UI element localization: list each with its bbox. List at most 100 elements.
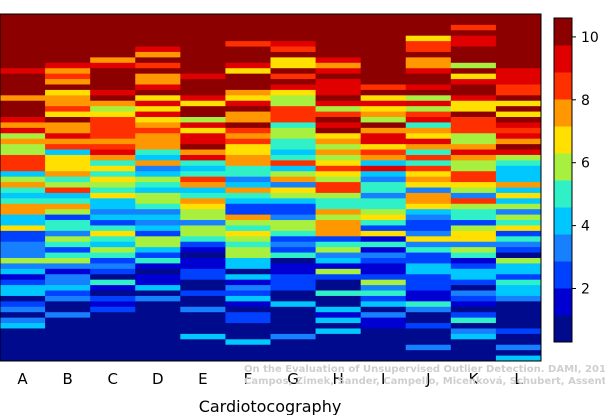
heatmap-cell: [450, 100, 497, 107]
heatmap-cell: [495, 350, 542, 356]
heatmap-cell: [270, 350, 316, 356]
heatmap-cell: [270, 14, 316, 20]
heatmap-cell: [495, 79, 542, 85]
heatmap-cell: [315, 160, 362, 167]
heatmap-cell: [495, 133, 542, 140]
heatmap-cell: [90, 106, 136, 112]
heatmap-cell: [45, 279, 91, 286]
heatmap-cell: [495, 333, 542, 340]
heatmap-cell: [360, 198, 407, 205]
heatmap-cell: [0, 220, 46, 226]
citation-watermark: On the Evaluation of Unsupervised Outlie…: [244, 364, 605, 387]
heatmap-cell: [0, 176, 46, 183]
heatmap-cell: [360, 274, 407, 281]
heatmap-cell: [450, 328, 497, 335]
heatmap-cell: [225, 274, 271, 281]
heatmap-cell: [450, 79, 497, 85]
heatmap-cell: [225, 247, 271, 253]
heatmap-cell: [180, 106, 226, 112]
heatmap-cell: [270, 133, 316, 140]
heatmap-cell: [405, 122, 452, 129]
heatmap-cell: [405, 68, 452, 75]
heatmap-cell: [405, 117, 452, 123]
heatmap-cell: [225, 285, 271, 291]
heatmap-cell: [450, 46, 497, 53]
heatmap-cell: [0, 160, 46, 167]
heatmap-cell: [0, 144, 46, 150]
heatmap-cell: [495, 192, 542, 199]
heatmap-cell: [495, 30, 542, 37]
heatmap-cell: [450, 89, 497, 96]
heatmap-cell: [45, 285, 91, 291]
heatmap-cell: [360, 117, 407, 123]
heatmap-cell: [180, 350, 226, 356]
colorbar-segment: [554, 234, 572, 262]
heatmap-cell: [405, 306, 452, 313]
heatmap-cell: [315, 149, 362, 156]
heatmap-cell: [90, 138, 136, 145]
heatmap-cell: [135, 57, 181, 64]
heatmap-cell: [180, 117, 226, 123]
heatmap-cell: [360, 263, 407, 270]
heatmap-cell: [315, 111, 362, 118]
heatmap-cell: [360, 285, 407, 291]
heatmap-cell: [45, 344, 91, 351]
heatmap-cell: [90, 301, 136, 308]
x-tick-label: B: [62, 370, 72, 388]
heatmap-cell: [135, 344, 181, 351]
heatmap-cell: [270, 51, 316, 58]
heatmap-cell: [270, 285, 316, 291]
heatmap-cell: [90, 257, 136, 264]
heatmap-cell: [405, 236, 452, 243]
heatmap-cell: [495, 14, 542, 20]
heatmap-cell: [315, 51, 362, 58]
heatmap-cell: [180, 14, 226, 20]
heatmap-cell: [495, 19, 542, 26]
heatmap-cell: [450, 149, 497, 156]
heatmap-cell: [90, 62, 136, 69]
heatmap-cell: [45, 79, 91, 85]
x-tick-label: K: [468, 370, 479, 388]
heatmap-cell: [225, 263, 271, 270]
heatmap-cell: [450, 84, 497, 91]
heatmap-cell: [495, 95, 542, 102]
heatmap-cell: [45, 100, 91, 107]
heatmap-cell: [360, 355, 407, 362]
heatmap-cell: [315, 225, 362, 232]
heatmap-cell: [135, 252, 181, 259]
heatmap-cell: [360, 68, 407, 75]
heatmap-cell: [0, 46, 46, 53]
heatmap-cell: [450, 263, 497, 270]
heatmap-cell: [0, 79, 46, 85]
heatmap-cell: [495, 317, 542, 324]
heatmap-cell: [0, 225, 46, 232]
heatmap-cell: [90, 350, 136, 356]
heatmap-cell: [450, 209, 497, 216]
heatmap-cell: [0, 317, 46, 324]
heatmap-cell: [135, 225, 181, 232]
heatmap-cell: [45, 95, 91, 102]
heatmap-cell: [495, 355, 542, 362]
heatmap-cell: [495, 268, 542, 275]
heatmap-cell: [0, 290, 46, 297]
heatmap-cell: [270, 84, 316, 91]
heatmap-cell: [315, 133, 362, 140]
heatmap-cell: [405, 263, 452, 270]
heatmap-cell: [180, 79, 226, 85]
heatmap-cell: [180, 317, 226, 324]
heatmap-cell: [45, 154, 91, 161]
heatmap-cell: [180, 127, 226, 134]
heatmap-cell: [270, 220, 316, 226]
heatmap-cell: [405, 339, 452, 346]
heatmap-cell: [270, 187, 316, 194]
heatmap-cell: [315, 46, 362, 53]
heatmap-cell: [225, 230, 271, 237]
heatmap-cell: [405, 79, 452, 85]
heatmap-cell: [225, 35, 271, 42]
heatmap-cell: [270, 127, 316, 134]
heatmap-cell: [45, 19, 91, 26]
heatmap-cell: [405, 57, 452, 64]
heatmap-cell: [405, 312, 452, 319]
heatmap-cell: [135, 35, 181, 42]
heatmap-cell: [495, 230, 542, 237]
